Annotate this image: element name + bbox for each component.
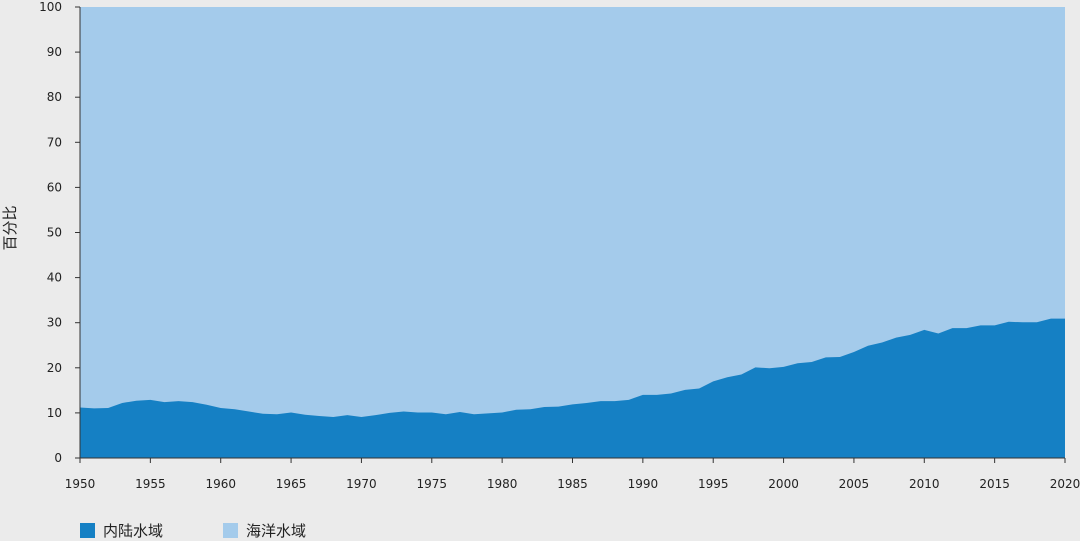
y-tick-label: 80 xyxy=(47,90,62,104)
legend: 内陆水域 海洋水域 xyxy=(80,520,306,541)
y-tick-label: 0 xyxy=(54,451,62,465)
x-tick-label: 1980 xyxy=(487,477,518,491)
x-tick-label: 1990 xyxy=(628,477,659,491)
x-tick-label: 1985 xyxy=(557,477,588,491)
x-tick-label: 1970 xyxy=(346,477,377,491)
x-tick-label: 1960 xyxy=(205,477,236,491)
x-tick-label: 2015 xyxy=(979,477,1010,491)
x-tick-label: 1955 xyxy=(135,477,166,491)
x-tick-label: 1950 xyxy=(65,477,96,491)
legend-label-inland: 内陆水域 xyxy=(103,522,164,540)
legend-swatch-inland xyxy=(80,523,95,538)
y-tick-label: 60 xyxy=(47,180,62,194)
y-tick-label: 20 xyxy=(47,361,62,375)
x-tick-label: 2005 xyxy=(839,477,870,491)
y-tick-label: 90 xyxy=(47,45,62,59)
x-tick-label: 1965 xyxy=(276,477,307,491)
x-tick-label: 1995 xyxy=(698,477,729,491)
plot-area xyxy=(79,7,1065,459)
y-tick-label: 10 xyxy=(47,406,62,420)
legend-item-inland: 内陆水域 xyxy=(80,520,163,541)
x-tick-label: 1975 xyxy=(417,477,448,491)
y-tick-label: 70 xyxy=(47,135,62,149)
x-axis-ticks: 1950 1955 1960 1965 1970 1975 1980 1985 1990 1995… xyxy=(65,458,1080,491)
legend-label-marine: 海洋水域 xyxy=(246,522,307,540)
y-tick-label: 100 xyxy=(39,0,62,14)
x-tick-label: 2010 xyxy=(909,477,940,491)
y-tick-label: 40 xyxy=(47,271,62,285)
legend-swatch-marine xyxy=(223,523,239,538)
x-tick-label: 2020 xyxy=(1050,477,1080,491)
y-axis-ticks: 0 10 20 30 40 50 60 70 80 90 100 xyxy=(39,0,80,465)
y-tick-label: 30 xyxy=(47,316,62,330)
y-tick-label: 50 xyxy=(47,226,62,240)
series-area-inland xyxy=(80,318,1065,458)
x-tick-label: 2000 xyxy=(768,477,799,491)
legend-item-marine: 海洋水域 xyxy=(223,520,306,541)
y-axis-label: 百分比 xyxy=(1,205,19,250)
